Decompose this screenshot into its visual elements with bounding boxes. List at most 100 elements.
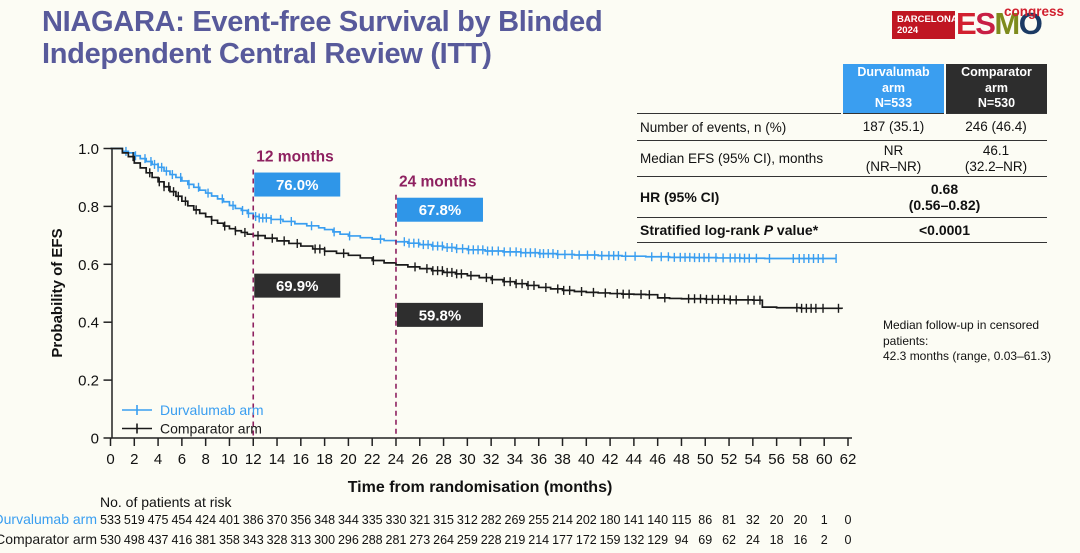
risk-count: 321 [409,513,430,527]
legend-label: Comparator arm [160,421,262,437]
x-tick-label: 10 [221,451,238,468]
hazard-ratio-row: HR (95% CI) 0.68 (0.56–0.82) [637,176,1047,218]
risk-count: 343 [243,533,264,547]
x-tick-label: 2 [130,451,138,468]
milestone-label: 12 months [256,149,334,166]
x-tick-label: 44 [626,451,643,468]
risk-count: 219 [505,533,526,547]
risk-count: 530 [100,533,121,547]
risk-row-comparator-arm: Comparator arm 530 498 437 416 381 358 343 328 31… [0,531,852,547]
esmo-wordmark: ESMO [956,6,1043,42]
x-tick-label: 14 [269,451,286,468]
legend-item-comparator-arm: Comparator arm [122,421,262,437]
risk-count: 255 [528,513,549,527]
risk-count: 62 [722,533,736,547]
barcelona-2024-badge: BARCELONA 2024 [892,11,958,39]
comparator-pct-box [254,273,341,298]
x-tick-label: 20 [340,451,357,468]
risk-count: 2 [821,533,828,547]
risk-count: 296 [338,533,359,547]
y-tick-label: 0.6 [78,257,99,274]
risk-count: 69 [698,533,712,547]
x-tick-label: 26 [411,451,428,468]
risk-count: 94 [675,533,689,547]
risk-count: 335 [362,513,383,527]
risk-count: 381 [195,533,216,547]
risk-count: 313 [290,533,311,547]
risk-count: 312 [457,513,478,527]
risk-count: 288 [362,533,383,547]
risk-count: 300 [314,533,335,547]
esmo-letter: S [975,6,996,41]
risk-count: 32 [746,513,760,527]
axes [111,148,852,439]
risk-count: 86 [698,513,712,527]
risk-count: 475 [148,513,169,527]
stats-header-row: Durvalumab arm N=533 Comparator arm N=53… [637,64,1047,114]
x-tick-label: 58 [792,451,809,468]
y-tick-label: 0.4 [78,315,99,332]
risk-count: 269 [505,513,526,527]
events-row: Number of events, n (%) 187 (35.1) 246 (… [637,113,1047,141]
risk-count: 519 [124,513,145,527]
comparator-pct-value: 69.9% [276,278,319,295]
risk-count: 273 [409,533,430,547]
risk-count: 281 [386,533,407,547]
x-tick-label: 28 [435,451,452,468]
risk-count: 356 [290,513,311,527]
x-tick-label: 4 [154,451,162,468]
x-tick-label: 6 [178,451,186,468]
risk-count: 282 [481,513,502,527]
x-tick-label: 52 [721,451,738,468]
risk-count: 386 [243,513,264,527]
comparator-pct-box [396,302,483,327]
esmo-letter: E [956,6,977,41]
y-tick-label: 0 [91,431,99,448]
esmo-letter: O [1018,6,1043,41]
risk-count: 172 [576,533,597,547]
page-title: NIAGARA: Event-free Survival by Blinded … [42,6,762,71]
risk-count: 141 [623,513,644,527]
risk-count: 259 [457,533,478,547]
followup-note: Median follow-up in censored patients: 4… [883,318,1052,364]
x-tick-label: 16 [292,451,309,468]
risk-count: 132 [623,533,644,547]
risk-row-label: Comparator arm [0,531,97,547]
risk-count: 437 [148,533,169,547]
pvalue-row: Stratified log-rank P value* <0.0001 [637,217,1047,244]
risk-count: 1 [821,513,828,527]
y-tick-label: 0.2 [78,373,99,390]
risk-row-durvalumab-arm: Durvalumab arm 533 519 475 454 424 401 386 370 35… [0,511,852,527]
risk-count: 533 [100,513,121,527]
risk-count: 180 [600,513,621,527]
durvalumab-pct-box [254,172,341,197]
x-tick-label: 8 [201,451,209,468]
x-tick-label: 18 [316,451,333,468]
risk-count: 214 [552,513,573,527]
risk-count: 424 [195,513,216,527]
risk-count: 16 [793,533,807,547]
milestone-12-months: 12 months 76.0% 69.9% [252,149,341,438]
median-comparator-value: 46.1 (32.2–NR) [945,139,1047,177]
x-tick-label: 32 [483,451,500,468]
risk-count: 20 [793,513,807,527]
durvalumab-arm-header: Durvalumab arm N=533 [841,64,946,114]
events-durvalumab-value: 187 (35.1) [842,113,945,141]
risk-count: 416 [171,533,192,547]
x-tick-label: 36 [530,451,547,468]
page-title-line2: Independent Central Review (ITT) [42,38,492,71]
x-tick-label: 40 [578,451,595,468]
y-tick-label: 0.8 [78,199,99,216]
risk-count: 358 [219,533,240,547]
durvalumab-pct-value: 76.0% [276,177,319,194]
x-tick-label: 56 [768,451,785,468]
risk-count: 177 [552,533,573,547]
events-comparator-value: 246 (46.4) [945,113,1047,141]
x-tick-label: 24 [388,451,405,468]
risk-count: 348 [314,513,335,527]
comparator-arm-header: Comparator arm N=530 [945,64,1047,114]
esmo-congress-logo: BARCELONA 2024 ESMO congress [892,4,1072,46]
congress-label: congress [1004,4,1065,19]
milestone-24-months: 24 months 67.8% 59.8% [395,174,483,438]
